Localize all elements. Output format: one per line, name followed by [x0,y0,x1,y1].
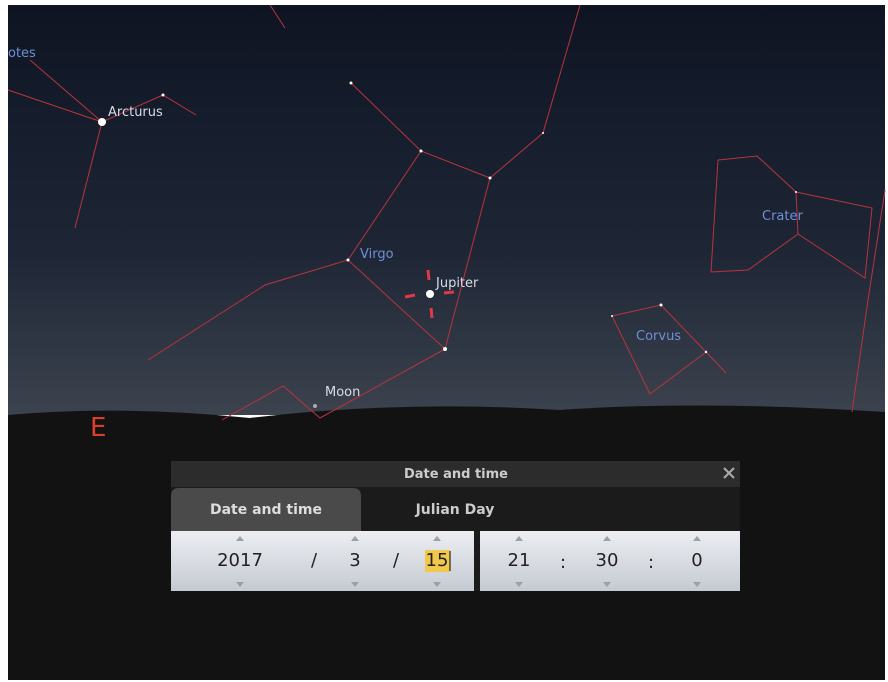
day[interactable]: 15 [426,550,449,571]
second[interactable]: 0 [691,550,702,571]
month[interactable]: 3 [349,550,360,571]
constellation-label: otes [8,46,36,61]
planet-label: Jupiter [435,276,479,291]
cardinal-point: E [90,413,106,443]
moon-label: Moon [325,385,360,400]
constellation-label: Corvus [636,329,681,344]
dialog-title: Date and time [404,467,508,482]
tab-label[interactable]: Julian Day [415,502,495,518]
separator: / [311,550,318,571]
separator: / [393,550,400,571]
hour[interactable]: 21 [508,550,531,571]
constellation-label: Virgo [360,247,394,262]
separator: : [560,552,566,573]
sky [8,5,885,415]
date-time-dialog: Date and time Date and time Julian Day 2… [171,461,740,591]
screen: otes Arcturus Virgo Jupiter Moon Crater … [0,0,888,682]
separator: : [648,552,654,573]
minute[interactable]: 30 [596,550,619,571]
constellation-label: Crater [762,209,803,224]
year[interactable]: 2017 [217,550,263,571]
tab-label[interactable]: Date and time [210,502,322,518]
star-label: Arcturus [108,105,163,120]
